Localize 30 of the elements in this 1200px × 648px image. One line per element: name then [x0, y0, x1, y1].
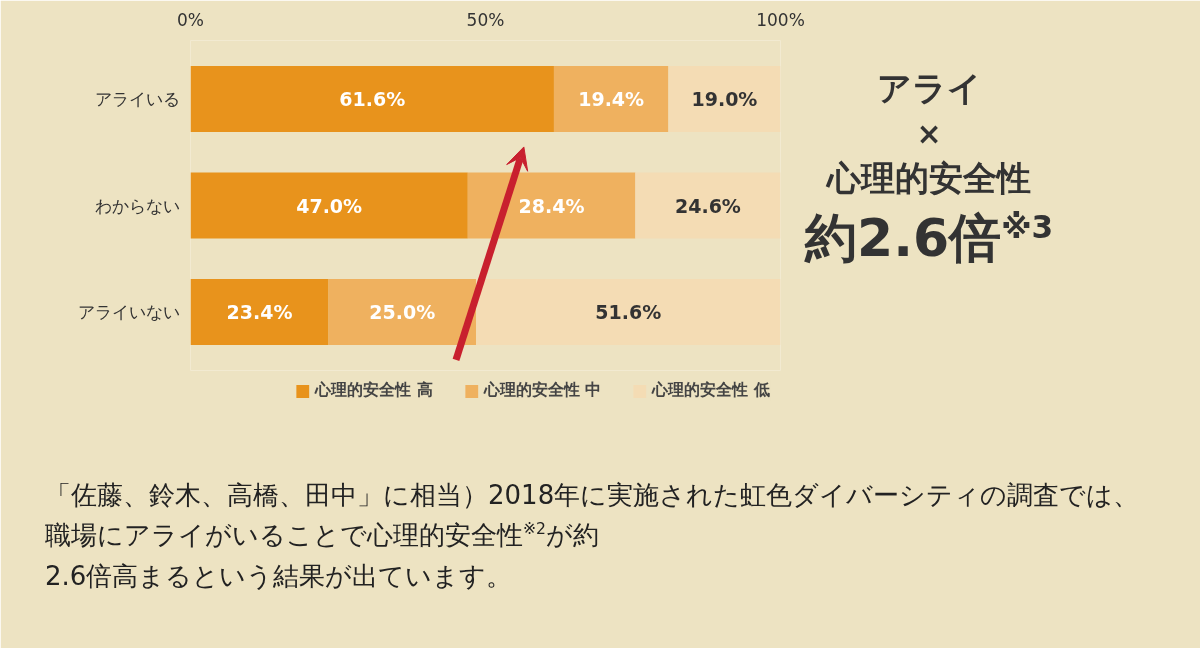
text: 「佐藤、鈴木、高橋、田中」に相当）2018年に実施された虹色ダイバーシティの調査では、 [45, 480, 1140, 510]
data-label: 51.6% [595, 300, 662, 323]
data-label: 19.4% [578, 88, 645, 111]
legend-label: 心理的安全性 低 [652, 380, 770, 401]
data-label: 25.0% [369, 300, 436, 323]
y-tick-label: アライいない [77, 301, 180, 322]
text: 職場にアライがいることで心理的安全性$^{※2}$が約 [45, 520, 599, 551]
x-tick-label: 100% [756, 9, 805, 30]
x-tick-label: 50% [466, 9, 505, 30]
bar [553, 66, 669, 133]
text: アライ [875, 67, 983, 110]
data-label: 47.0% [296, 194, 363, 217]
data-label: 23.4% [226, 300, 293, 323]
bar [190, 66, 554, 133]
text: 約2.6倍$^{※3}$ [805, 207, 1054, 271]
data-label: 19.0% [691, 88, 758, 111]
text: 心理的安全性 [825, 156, 1033, 200]
data-label: 28.4% [518, 194, 585, 217]
legend-label: 心理的安全性 高 [315, 380, 433, 401]
y-tick-label: わからない [94, 195, 180, 216]
x-tick-label: 0% [177, 9, 204, 30]
bar [635, 172, 781, 239]
y-tick-label: アライいる [94, 89, 180, 110]
data-label: 61.6% [339, 88, 406, 111]
legend-label: 心理的安全性 中 [483, 380, 602, 401]
text: 2.6倍高まるという結果が出ています。 [45, 560, 513, 591]
text: × [915, 114, 943, 153]
bar [668, 66, 781, 133]
bar [190, 278, 329, 345]
data-label: 24.6% [674, 194, 741, 217]
